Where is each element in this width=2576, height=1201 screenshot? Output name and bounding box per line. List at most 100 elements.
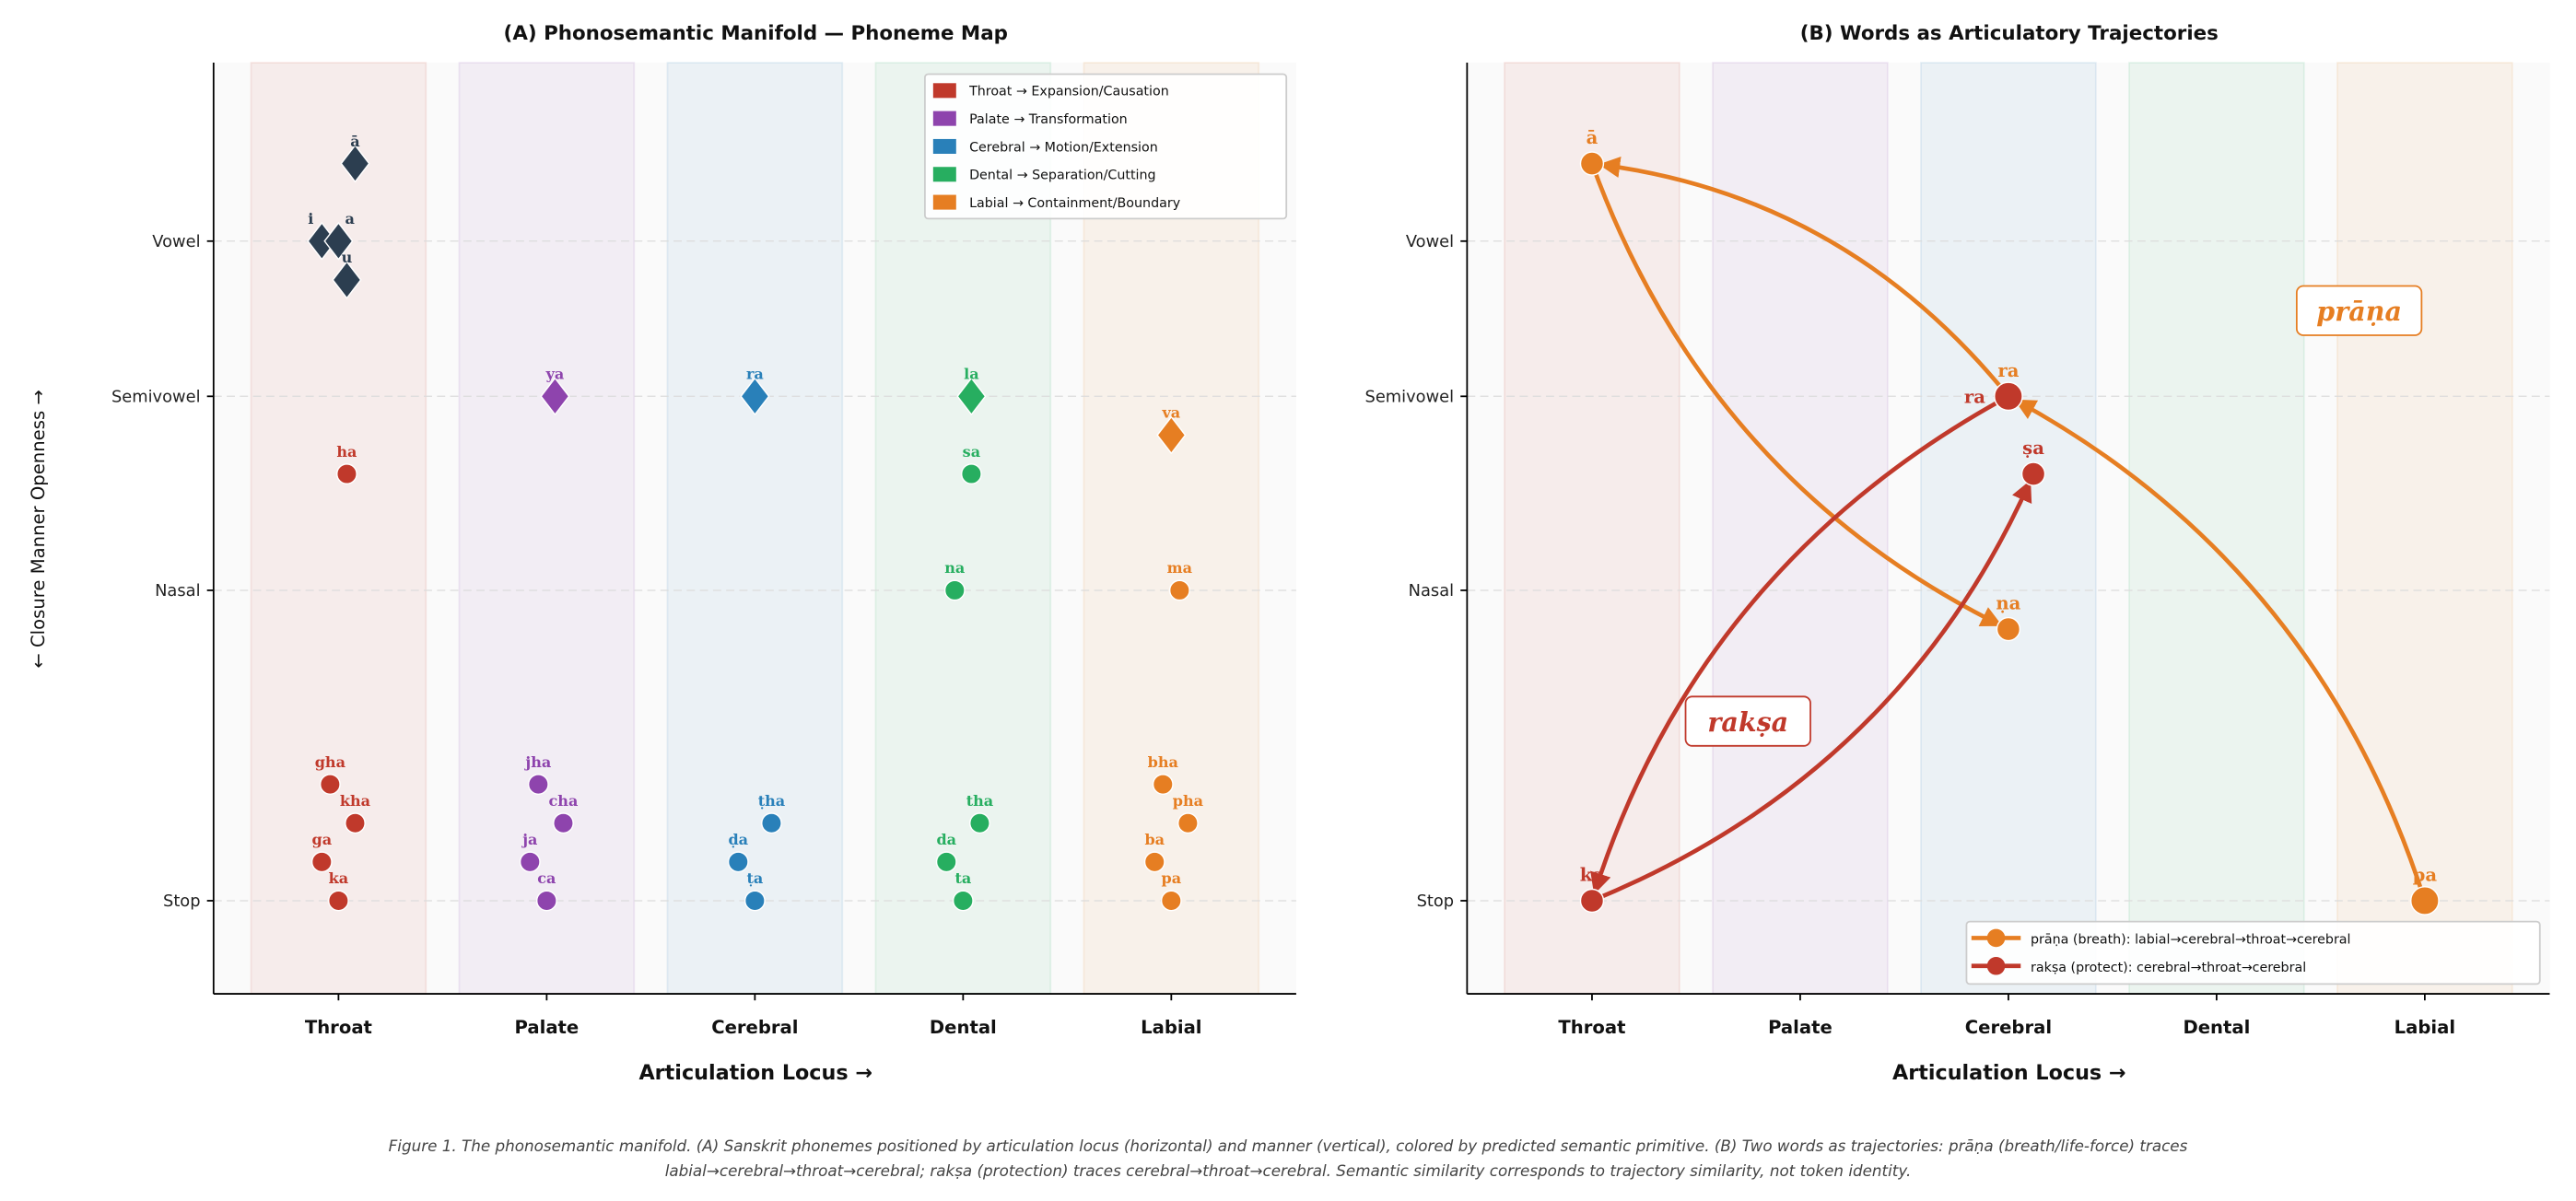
legend-label: Labial → Containment/Boundary: [969, 196, 1181, 211]
trajectory-segment: [2014, 398, 2428, 902]
y-tick-label: Semivowel: [111, 388, 201, 407]
point-label: la: [964, 366, 979, 383]
point-label: sa: [963, 443, 981, 461]
point-circle: [553, 812, 574, 834]
panel-a: Throat Palate Cerebral Dental Labial Stop Nasa…: [111, 62, 1296, 1038]
trajectory-point-label: ka: [1580, 865, 1605, 886]
point-label: ā: [350, 133, 360, 150]
point-label: ya: [545, 366, 565, 383]
legend-swatch: [932, 138, 956, 154]
legend: Throat → Expansion/Causation Palate → Tra…: [924, 73, 1288, 220]
point-circle: [527, 774, 549, 795]
trajectory-point: [1579, 888, 1605, 914]
point-label: ca: [537, 869, 556, 887]
point-circle: [1168, 579, 1190, 601]
point-label: bha: [1148, 753, 1179, 771]
point-circle: [969, 812, 990, 834]
point-label: a: [345, 210, 356, 227]
legend-swatch: [932, 194, 956, 210]
legend-label: Palate → Transformation: [969, 112, 1128, 127]
trajectory-point-label: ā: [1587, 127, 1598, 148]
legend-marker: [1986, 928, 2006, 948]
point-label: ṭha: [758, 792, 786, 810]
point-circle: [345, 812, 366, 834]
point-label: i: [308, 210, 313, 227]
trajectory-point: [1994, 381, 2023, 412]
point-label: ka: [329, 869, 349, 887]
legend-box: [1965, 920, 2541, 985]
point-label: tha: [966, 792, 994, 810]
x-tick-label: Dental: [2183, 1017, 2250, 1038]
trajectory-point: [1579, 151, 1605, 176]
point-label: da: [936, 831, 956, 848]
y-tick-label: Nasal: [155, 581, 200, 600]
point-circle: [761, 812, 782, 834]
legend-label: Dental → Separation/Cutting: [969, 169, 1156, 183]
y-tick-label: Stop: [163, 892, 201, 911]
point-label: ta: [954, 869, 971, 887]
point-label: ja: [521, 831, 538, 848]
panel-b-title: (B) Words as Articulatory Trajectories: [1800, 22, 2219, 45]
panel-a-xlabel: Articulation Locus →: [638, 1061, 872, 1085]
point-diamond: [740, 377, 770, 416]
x-tick-label: Labial: [1141, 1017, 1201, 1038]
panel-b: Throat Palate Cerebral Dental Labial Stop Nasa…: [1365, 62, 2550, 1038]
point-label: pha: [1173, 792, 1204, 810]
point-circle: [519, 851, 541, 873]
trajectory-segment: [1590, 394, 2010, 895]
point-circle: [327, 890, 349, 912]
word-label: prāṇa: [2316, 296, 2402, 327]
x-tick-label: Cerebral: [1965, 1017, 2052, 1038]
word-label: rakṣa: [1707, 706, 1788, 738]
trajectory-segment: [1589, 162, 2003, 627]
x-tick-label: Throat: [1558, 1017, 1625, 1038]
point-circle: [1152, 774, 1174, 795]
legend-label: Cerebral → Motion/Extension: [969, 140, 1158, 155]
point-label: ma: [1167, 559, 1193, 577]
panel-a-ylabel: ← Closure Manner Openness →: [28, 390, 49, 668]
point-label: gha: [315, 753, 346, 771]
trajectory-point-label: pa: [2413, 865, 2438, 886]
point-diamond: [1156, 415, 1187, 455]
band-palate: [1712, 62, 1889, 995]
point-circle: [1143, 851, 1165, 873]
trajectory-segment: [1591, 480, 2032, 904]
point-label: u: [342, 249, 353, 266]
point-label: va: [1161, 404, 1180, 422]
caption-line-2: labial→cerebral→throat→cerebral; rakṣa (…: [665, 1161, 1912, 1180]
point-circle: [319, 774, 341, 795]
x-tick-label: Dental: [930, 1017, 997, 1038]
band-labial: [2336, 62, 2513, 995]
point-circle: [943, 579, 966, 601]
legend: prāṇa (breath): labial→cerebral→throat→c…: [1965, 920, 2541, 985]
word-label-box: [2295, 285, 2423, 336]
trajectory-point-label: ṇa: [1996, 593, 2020, 614]
point-diamond: [956, 377, 987, 416]
band-throat: [1504, 62, 1680, 995]
point-circle: [1160, 890, 1182, 912]
legend-swatch: [932, 83, 956, 99]
word-label-box: [1684, 695, 1811, 747]
point-label: ba: [1144, 831, 1165, 848]
point-circle: [1177, 812, 1199, 834]
x-tick-label: Palate: [515, 1017, 580, 1038]
x-tick-label: Throat: [305, 1017, 372, 1038]
point-circle: [935, 851, 957, 873]
legend-marker: [1986, 956, 2006, 975]
point-diamond: [323, 221, 354, 261]
point-label: ṭa: [746, 869, 763, 887]
legend-label: rakṣa (protect): cerebral→throat→cerebra…: [2031, 961, 2306, 975]
trajectory-point: [1996, 616, 2021, 642]
point-circle: [952, 890, 974, 912]
point-label: ga: [312, 831, 333, 848]
point-diamond: [340, 144, 370, 183]
point-label: ra: [746, 366, 764, 383]
panel-b-xlabel: Articulation Locus →: [1892, 1061, 2126, 1085]
band-palate: [458, 62, 636, 995]
x-tick-label: Cerebral: [711, 1017, 798, 1038]
legend-swatch: [932, 111, 956, 126]
trajectory-point: [2410, 886, 2440, 915]
y-tick-label: Nasal: [1409, 581, 1454, 600]
point-label: ha: [336, 443, 357, 461]
